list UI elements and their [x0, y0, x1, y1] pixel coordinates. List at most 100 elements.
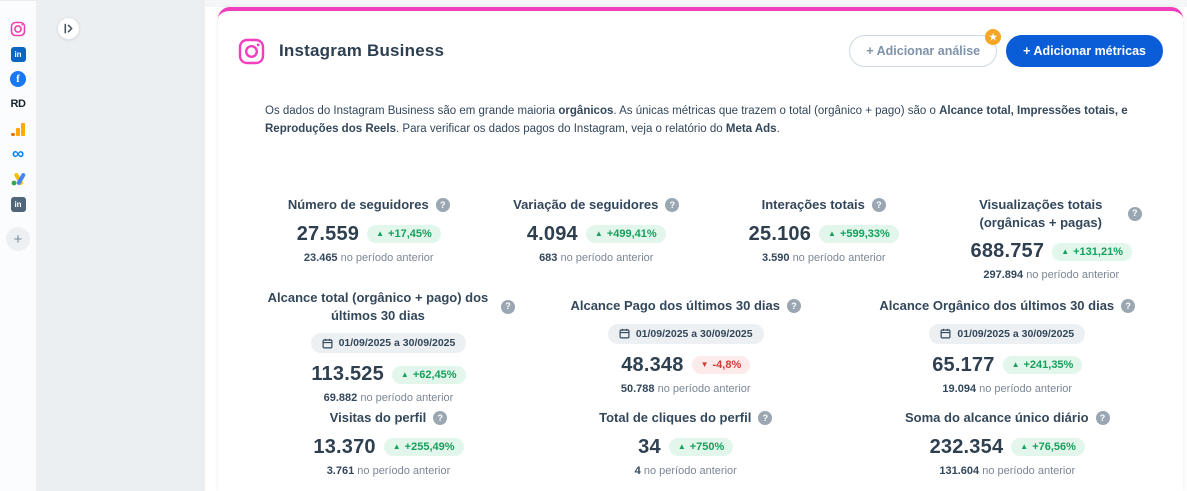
metric-value: 25.106 [748, 222, 812, 245]
help-icon[interactable] [786, 298, 801, 313]
previous-period: 3.590 no período anterior [761, 251, 886, 264]
previous-period: 297.894 no período anterior [983, 269, 1120, 282]
trend-badge: +131,21% [1052, 242, 1132, 261]
metric-card-total-views: Visualizações totais (orgânicas + pagas)… [938, 196, 1166, 281]
metric-title: Soma do alcance único diário [905, 410, 1089, 425]
header-actions: + Adicionar análise + Adicionar métricas [849, 29, 1163, 67]
instagram-business-report-card: Instagram Business + Adicionar análise +… [218, 7, 1183, 491]
help-icon[interactable] [500, 299, 515, 314]
google-ads-icon[interactable] [10, 171, 26, 187]
date-range-pill: 01/09/2025 a 30/09/2025 [310, 333, 467, 354]
metric-title: Visualizações totais (orgânicas + pagas) [979, 197, 1103, 230]
trend-badge: +62,45% [391, 365, 466, 384]
linkedin-secondary-icon[interactable]: in [10, 196, 26, 212]
metric-card-total-interactions: Interações totais 25.106 +599,33% 3.590 … [710, 196, 938, 281]
trend-up-icon [1012, 361, 1020, 369]
trend-badge: +241,35% [1002, 356, 1083, 375]
linkedin-icon[interactable]: in [10, 46, 26, 62]
trend-badge: +599,33% [819, 225, 899, 244]
date-range-pill: 01/09/2025 a 30/09/2025 [929, 323, 1086, 344]
metric-card-daily-unique-reach: Soma do alcance único diário 232.354 +76… [850, 409, 1165, 477]
channel-sidebar: in f RD ∞ in + [0, 0, 36, 491]
metric-card-profile-clicks: Total de cliques do perfil 34 +750% 4 no… [522, 409, 850, 477]
google-analytics-icon[interactable] [10, 121, 26, 137]
metric-title: Variação de seguidores [513, 197, 659, 212]
metric-title: Visitas do perfil [329, 410, 427, 425]
metric-card-total-reach: Alcance total (orgânico + pago) dos últi… [255, 289, 522, 404]
add-analysis-button[interactable]: + Adicionar análise [849, 29, 1002, 67]
help-icon[interactable] [665, 197, 680, 212]
trend-up-icon [393, 443, 401, 451]
metric-card-followers-variation: Variação de seguidores 4.094 +499,41% 68… [483, 196, 711, 281]
previous-period: 23.465 no período anterior [303, 251, 434, 264]
page-background-strip [205, 0, 1187, 7]
trend-up-icon [678, 443, 686, 451]
metric-value: 65.177 [932, 353, 995, 376]
date-range-pill: 01/09/2025 a 30/09/2025 [607, 323, 764, 344]
metric-value: 4.094 [526, 222, 578, 245]
previous-period: 19.094 no período anterior [942, 382, 1073, 395]
rd-station-icon[interactable]: RD [10, 98, 26, 110]
trend-badge: +76,56% [1011, 438, 1085, 457]
metric-card-organic-reach: Alcance Orgânico dos últimos 30 dias 01/… [850, 289, 1165, 404]
metric-value: 13.370 [313, 435, 376, 458]
help-icon[interactable] [871, 197, 886, 212]
metrics-row-3: Visitas do perfil 13.370 +255,49% 3.761 … [255, 409, 1165, 477]
metric-title: Alcance total (orgânico + pago) dos últi… [267, 290, 489, 323]
meta-icon[interactable]: ∞ [11, 144, 25, 163]
metrics-row-1: Número de seguidores 27.559 +17,45% 23.4… [255, 196, 1165, 281]
add-channel-button[interactable]: + [6, 227, 30, 251]
help-icon[interactable] [433, 410, 448, 425]
help-icon[interactable] [435, 197, 450, 212]
trend-badge: -4,8% [691, 356, 751, 375]
metric-value: 232.354 [929, 435, 1004, 458]
trend-badge: +499,41% [585, 225, 666, 244]
metric-title: Interações totais [761, 197, 865, 212]
metric-card-paid-reach: Alcance Pago dos últimos 30 dias 01/09/2… [522, 289, 850, 404]
trend-up-icon [828, 230, 836, 238]
help-icon[interactable] [1095, 410, 1110, 425]
trend-badge: +750% [668, 438, 734, 457]
previous-period: 683 no período anterior [539, 251, 654, 264]
calendar-icon [322, 338, 333, 349]
metric-value: 113.525 [311, 363, 384, 386]
premium-star-icon [985, 29, 1002, 45]
trend-badge: +255,49% [383, 438, 464, 457]
expand-panel-button[interactable] [57, 17, 80, 40]
metric-title: Total de cliques do perfil [599, 410, 752, 425]
metric-value: 27.559 [296, 222, 360, 245]
previous-period: 50.788 no período anterior [620, 382, 751, 395]
instagram-logo-icon [238, 38, 265, 64]
previous-period: 3.761 no período anterior [326, 464, 451, 477]
metric-value: 34 [638, 435, 661, 458]
trend-up-icon [401, 371, 409, 379]
metrics-row-2: Alcance total (orgânico + pago) dos últi… [255, 289, 1165, 404]
trend-badge: +17,45% [367, 225, 441, 244]
trend-down-icon [701, 361, 709, 369]
metric-card-profile-visits: Visitas do perfil 13.370 +255,49% 3.761 … [255, 409, 522, 477]
metric-title: Alcance Pago dos últimos 30 dias [570, 298, 780, 313]
help-icon[interactable] [758, 410, 773, 425]
calendar-icon [940, 328, 951, 339]
metric-title: Alcance Orgânico dos últimos 30 dias [879, 298, 1115, 313]
calendar-icon [619, 328, 630, 339]
previous-period: 131.604 no período anterior [939, 464, 1076, 477]
instagram-icon[interactable] [10, 21, 26, 37]
metric-title: Número de seguidores [287, 197, 429, 212]
collapsed-report-panel [36, 0, 205, 491]
trend-up-icon [1061, 248, 1069, 256]
report-description: Os dados do Instagram Business são em gr… [265, 105, 1128, 135]
add-metrics-button[interactable]: + Adicionar métricas [1006, 35, 1163, 67]
trend-up-icon [376, 230, 384, 238]
facebook-icon[interactable]: f [10, 71, 26, 87]
report-header: Instagram Business + Adicionar análise +… [238, 29, 1163, 72]
previous-period: 69.882 no período anterior [323, 392, 454, 405]
help-icon[interactable] [1121, 298, 1136, 313]
metric-value: 688.757 [970, 240, 1045, 263]
metric-value: 48.348 [621, 353, 684, 376]
previous-period: 4 no período anterior [634, 464, 737, 477]
help-icon[interactable] [1127, 206, 1142, 221]
page-title: Instagram Business [279, 41, 445, 60]
metric-card-followers: Número de seguidores 27.559 +17,45% 23.4… [255, 196, 483, 281]
